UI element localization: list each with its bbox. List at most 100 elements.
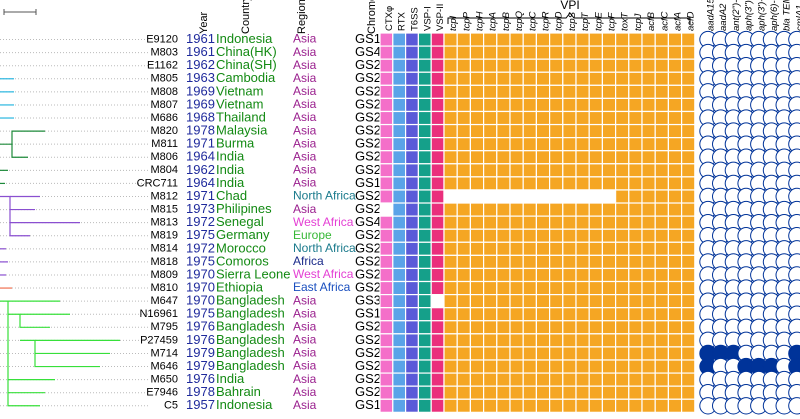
- gene-cell: [443, 294, 458, 309]
- gene-cell: [601, 307, 617, 322]
- gene-cell: [601, 254, 617, 270]
- gene-cell: [483, 294, 498, 309]
- country: Bangladesh: [216, 293, 285, 308]
- gene-cell: [628, 320, 643, 335]
- gene-cell: [456, 398, 472, 413]
- gene-cell: [469, 267, 485, 283]
- strain: M804: [150, 164, 178, 176]
- gene-cell: [379, 150, 394, 165]
- gene-cell: [496, 294, 511, 309]
- gene-cell: [483, 32, 498, 47]
- gene-cell: [456, 307, 472, 322]
- gene-cell: [496, 58, 511, 73]
- gene-cell: [417, 241, 432, 256]
- gene-cell: [628, 150, 643, 165]
- gene-cell: [417, 32, 432, 47]
- gene-cell: [641, 123, 656, 139]
- gene-cell: [430, 58, 445, 73]
- gene-header: tcpI: [448, 15, 459, 31]
- gene-cell: [483, 385, 498, 400]
- region: Asia: [293, 385, 317, 399]
- strain: E1162: [147, 60, 178, 72]
- gene-cell: [667, 97, 683, 113]
- resistance-header: aph(3')-Ia: [756, 0, 767, 31]
- gene-cell: [405, 320, 420, 335]
- gene-cell: [469, 176, 485, 191]
- gene-cell: [379, 110, 394, 126]
- gene-cell: [379, 123, 394, 139]
- gene-cell: [483, 84, 498, 99]
- gene-cell: [548, 176, 564, 191]
- gene-cell: [654, 307, 670, 322]
- gene-cell: [614, 202, 630, 217]
- gene-cell: [654, 189, 670, 204]
- gene-cell: [628, 45, 643, 60]
- country: Vietnam: [216, 96, 263, 111]
- gene-cell: [379, 202, 394, 217]
- gene-cell: [443, 254, 458, 270]
- gene-cell: [575, 346, 590, 361]
- gene-cell: [392, 150, 407, 165]
- country: Germany: [216, 227, 270, 242]
- region: Asia: [293, 306, 317, 320]
- gene-cell: [562, 398, 577, 413]
- gene-cell: [509, 294, 524, 309]
- gene-cell: [535, 123, 551, 139]
- gene-cell: [535, 359, 551, 374]
- gene-cell: [443, 150, 458, 165]
- gene-cell: [680, 137, 696, 152]
- gene-cell: [392, 189, 407, 204]
- gene-cell: [588, 71, 604, 86]
- gene-cell: [405, 398, 420, 413]
- region: West Africa: [293, 267, 354, 281]
- gene-cell: [469, 294, 485, 309]
- gene-cell: [496, 215, 511, 230]
- chromosome: GS2: [355, 253, 381, 268]
- gene-cell: [641, 320, 656, 335]
- gene-header: RTX: [397, 12, 408, 31]
- gene-cell: [575, 97, 590, 113]
- gene-cell: [379, 398, 394, 413]
- country: Indonesia: [216, 397, 273, 412]
- gene-cell: [548, 97, 564, 113]
- gene-cell: [469, 280, 485, 296]
- gene-cell: [430, 97, 445, 113]
- gene-cell: [443, 71, 458, 86]
- gene-cell: [509, 202, 524, 217]
- gene-cell: [628, 280, 643, 296]
- gene-cell: [379, 267, 394, 283]
- gene-cell: [405, 385, 420, 400]
- gene-cell: [575, 45, 590, 60]
- gene-cell: [667, 280, 683, 296]
- gene-cell: [628, 372, 643, 387]
- gene-cell: [562, 137, 577, 152]
- year: 1961: [186, 31, 215, 46]
- gene-cell: [548, 189, 564, 204]
- gene-header: tcpH: [475, 11, 486, 31]
- gene-cell: [456, 110, 472, 126]
- gene-cell: [667, 32, 683, 47]
- gene-cell: [483, 45, 498, 60]
- gene-cell: [430, 241, 445, 256]
- gene-cell: [469, 163, 485, 178]
- gene-cell: [667, 398, 683, 413]
- gene-cell: [667, 215, 683, 230]
- gene-cell: [392, 267, 407, 283]
- gene-cell: [548, 241, 564, 256]
- year: 1971: [186, 136, 215, 151]
- gene-cell: [443, 45, 458, 60]
- gene-cell: [628, 241, 643, 256]
- gene-header: acfC: [659, 11, 670, 31]
- gene-cell: [417, 163, 432, 178]
- gene-cell: [562, 84, 577, 99]
- gene-cell: [628, 176, 643, 191]
- gene-cell: [496, 84, 511, 99]
- gene-cell: [509, 137, 524, 152]
- gene-cell: [469, 346, 485, 361]
- gene-cell: [509, 150, 524, 165]
- gene-cell: [469, 385, 485, 400]
- gene-cell: [654, 32, 670, 47]
- gene-cell: [509, 110, 524, 126]
- chromosome: GS2: [355, 188, 381, 203]
- gene-cell: [417, 84, 432, 99]
